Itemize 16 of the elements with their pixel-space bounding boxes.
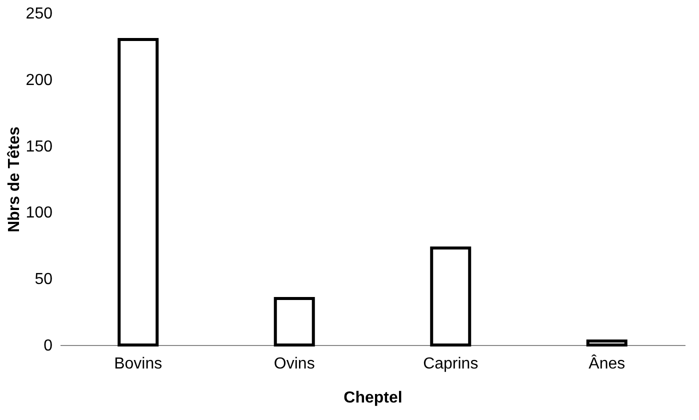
bar xyxy=(274,297,315,346)
bar xyxy=(118,38,159,346)
y-tick-label: 150 xyxy=(26,138,53,156)
x-axis-title: Cheptel xyxy=(344,390,402,406)
y-axis-title: Nbrs de Têtes xyxy=(6,126,23,232)
y-tick-label: 0 xyxy=(44,338,53,354)
bar xyxy=(586,340,628,346)
x-tick-label: Caprins xyxy=(423,356,478,372)
y-tick-label: 100 xyxy=(26,204,53,222)
x-tick-label: Ovins xyxy=(274,356,315,372)
y-tick-label: 50 xyxy=(34,271,53,288)
bar xyxy=(430,246,472,346)
y-tick-label: 250 xyxy=(26,6,53,22)
x-tick-label: Bovins xyxy=(114,356,162,372)
y-tick-label: 200 xyxy=(26,72,53,89)
x-tick-label: Ânes xyxy=(588,354,626,372)
